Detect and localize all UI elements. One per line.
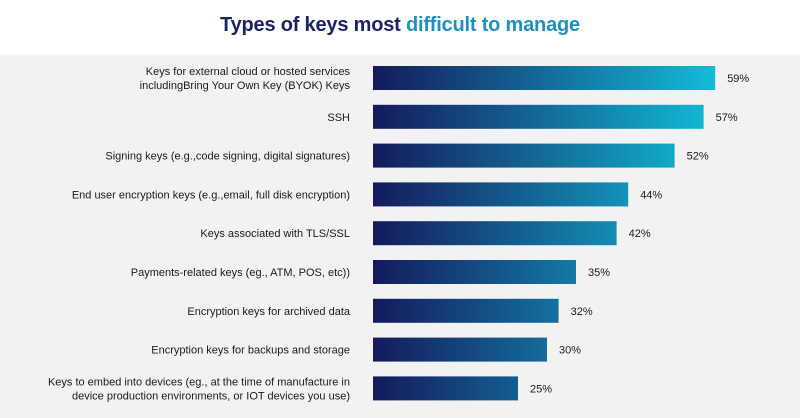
value-label-2: 57% (716, 112, 738, 124)
category-label-7: Encryption keys for archived data (187, 306, 351, 318)
chart-title: Types of keys most difficult to manage (0, 14, 800, 37)
value-label-5: 42% (629, 228, 651, 240)
category-label-9-line-1: Keys to embed into devices (eg., at the … (48, 376, 350, 388)
bar-5 (373, 221, 617, 246)
bar-6 (373, 260, 576, 284)
chart-title-part2: difficult to manage (405, 14, 580, 36)
category-label-8: Encryption keys for backups and storage (151, 345, 350, 357)
value-label-8: 30% (559, 345, 581, 357)
value-label-9: 25% (530, 383, 552, 395)
category-label-9-line-2: device production environments, or IOT d… (72, 390, 350, 402)
bar-1 (373, 66, 716, 90)
value-label-4: 44% (640, 189, 662, 201)
category-label-6: Payments-related keys (eg., ATM, POS, et… (131, 267, 350, 279)
category-label-3: Signing keys (e.g.,code signing, digital… (105, 151, 350, 163)
category-label-1-line-1: Keys for external cloud or hosted servic… (146, 66, 351, 78)
bar-2 (373, 104, 704, 129)
bar-9 (373, 376, 518, 401)
category-label-5: Keys associated with TLS/SSL (200, 228, 350, 240)
bar-8 (373, 337, 547, 362)
category-label-1-line-2: includingBring Your Own Key (BYOK) Keys (140, 80, 351, 92)
category-label-2: SSH (327, 112, 350, 124)
bar-3 (373, 143, 675, 168)
bar-7 (373, 298, 559, 323)
bar-4 (373, 182, 629, 207)
value-label-1: 59% (727, 73, 749, 85)
value-label-7: 32% (571, 306, 593, 318)
chart-title-part1: Types of keys most (220, 14, 401, 36)
value-label-6: 35% (588, 267, 610, 279)
value-label-3: 52% (687, 151, 709, 163)
category-label-4: End user encryption keys (e.g.,email, fu… (72, 189, 350, 201)
